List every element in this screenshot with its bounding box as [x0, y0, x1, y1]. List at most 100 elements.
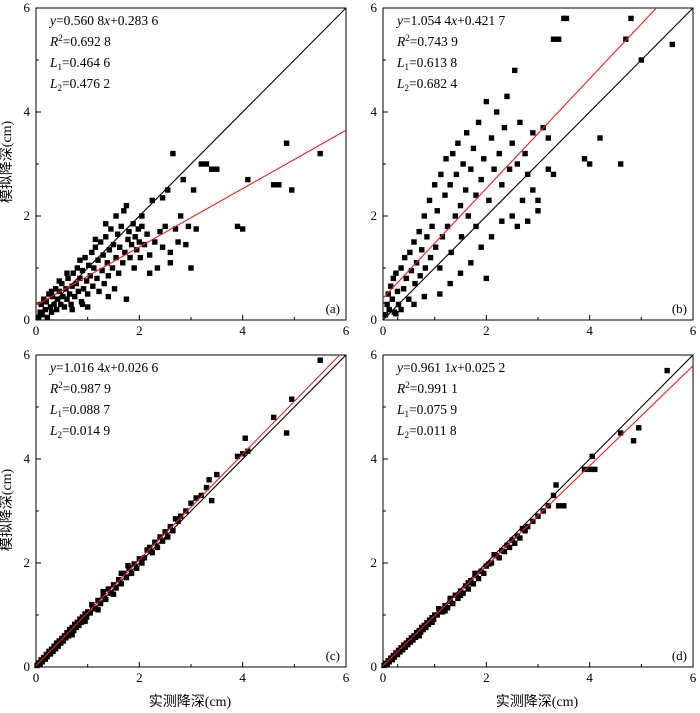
data-point	[245, 448, 251, 454]
x-axis-label-right: 实测降深(cm)	[496, 694, 579, 710]
annotation-line: L1=0.088 7	[49, 402, 110, 419]
data-point	[628, 15, 634, 22]
data-point	[55, 643, 61, 649]
data-point	[436, 606, 442, 612]
data-point	[69, 306, 75, 313]
annotation-line: L2=0.682 4	[396, 76, 457, 93]
data-point	[183, 508, 189, 514]
data-point	[501, 548, 508, 555]
data-point	[118, 570, 124, 577]
x-tick-label: 2	[136, 670, 143, 685]
data-point	[97, 239, 104, 245]
data-point	[79, 614, 86, 620]
data-point	[509, 140, 515, 146]
data-point	[429, 223, 435, 230]
y-tick-label: 4	[24, 451, 31, 466]
data-point	[437, 265, 443, 271]
data-point	[384, 301, 390, 308]
data-point	[283, 140, 290, 146]
data-point	[524, 523, 531, 530]
data-point	[170, 150, 176, 157]
data-point	[468, 260, 474, 266]
data-point	[206, 477, 212, 483]
data-point	[506, 166, 513, 172]
data-point	[65, 275, 71, 282]
data-point	[283, 430, 290, 436]
data-point	[64, 629, 70, 636]
data-point	[165, 534, 171, 540]
data-point	[127, 254, 133, 261]
data-point	[424, 234, 430, 240]
fit-line	[382, 365, 694, 667]
x-tick-label: 4	[586, 323, 593, 338]
data-point	[450, 150, 456, 157]
data-point	[172, 226, 179, 232]
data-point	[44, 314, 51, 321]
reference-line	[35, 354, 347, 668]
y-tick-label: 6	[24, 0, 31, 15]
data-point	[398, 306, 404, 313]
data-point	[431, 182, 438, 188]
data-point	[434, 612, 440, 618]
y-tick-label: 2	[24, 555, 31, 570]
data-point	[144, 547, 150, 553]
data-point	[139, 223, 145, 230]
data-point	[270, 182, 277, 188]
data-point	[118, 581, 124, 587]
annotation-line: y=1.054 4x+0.421 7	[395, 13, 505, 28]
data-point	[39, 312, 45, 318]
data-point	[447, 595, 453, 602]
panel-label: (d)	[672, 648, 687, 663]
data-point	[55, 296, 61, 302]
data-point	[92, 236, 99, 243]
data-point	[95, 257, 101, 263]
data-point	[496, 150, 502, 157]
data-point	[468, 166, 474, 172]
data-point	[442, 608, 448, 614]
data-point	[175, 518, 181, 525]
data-point	[130, 221, 136, 227]
data-point	[69, 283, 75, 289]
annotation-line: R2=0.991 1	[396, 380, 458, 396]
data-point	[519, 197, 526, 204]
y-tick-label: 2	[371, 208, 378, 223]
data-point	[555, 503, 562, 509]
data-point	[317, 150, 323, 157]
data-point	[481, 570, 487, 577]
data-point	[83, 278, 90, 284]
data-point	[70, 270, 76, 276]
data-point	[68, 301, 74, 308]
data-point	[103, 596, 109, 603]
data-point	[198, 161, 205, 167]
y-axis-label-bottom: 模拟降深(cm)	[0, 468, 15, 551]
panel-label: (b)	[672, 301, 687, 316]
data-point	[669, 41, 676, 48]
data-point	[48, 309, 55, 315]
data-point	[128, 241, 135, 248]
data-point	[146, 252, 153, 258]
x-tick-label: 6	[690, 323, 697, 338]
data-point	[65, 633, 72, 639]
data-point	[101, 280, 107, 287]
data-point	[175, 239, 181, 245]
data-point	[470, 581, 477, 587]
data-point	[146, 270, 153, 276]
data-point	[69, 632, 75, 638]
data-point	[423, 624, 429, 631]
data-point	[64, 270, 70, 276]
data-point	[74, 265, 81, 271]
data-point	[134, 565, 140, 571]
data-point	[408, 267, 415, 274]
data-point	[58, 301, 64, 308]
data-point	[72, 293, 78, 300]
data-point	[157, 228, 163, 235]
data-point	[245, 176, 251, 183]
data-point	[455, 595, 461, 602]
panel-a: 0 2 4 6 0 2 4 6 y=0.560 8x+0.283 6 R2=0.692 8 L1=0…	[24, 0, 399, 338]
data-point	[91, 265, 97, 271]
data-point	[104, 260, 110, 266]
data-point	[617, 161, 624, 167]
data-point	[157, 534, 163, 540]
fit-line	[35, 354, 341, 667]
